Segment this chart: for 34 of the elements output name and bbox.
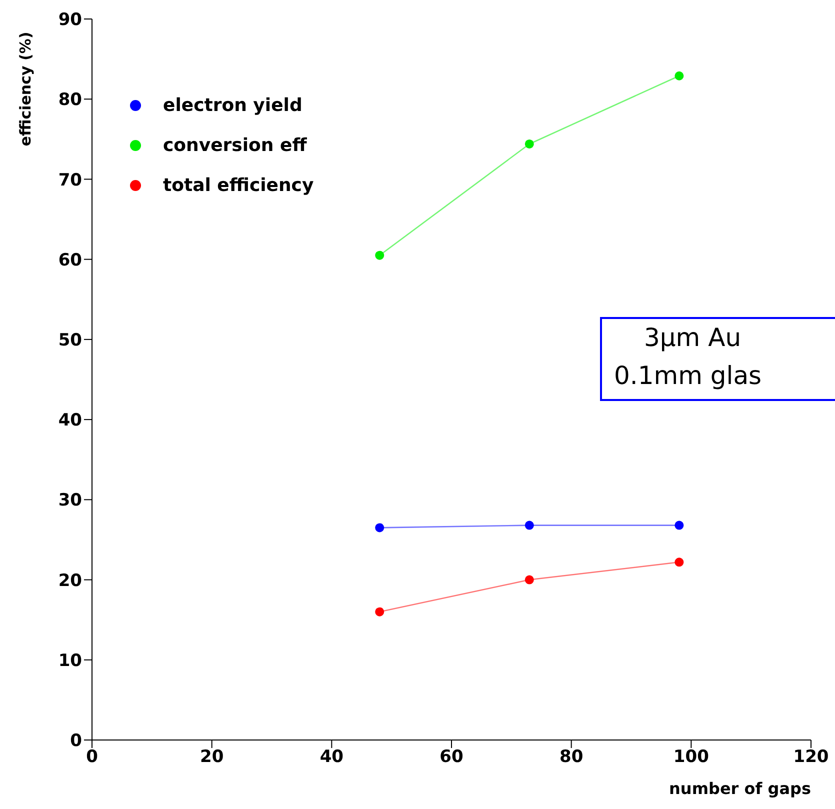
point [375,607,384,616]
point [524,520,534,530]
point [375,250,384,260]
y-tick-label: 80 [58,90,82,110]
annotation: 3µm Au [643,323,742,354]
x-tick-label: 60 [440,747,464,768]
y-tick-label: 50 [58,330,82,350]
legend-label: total efficiency [163,174,314,196]
point [674,71,684,80]
x-tick-label: 0 [86,747,98,768]
y-tick-label: 90 [58,10,82,30]
y-tick-label: 10 [58,650,82,671]
y-tick-label: 70 [58,170,82,190]
legend-label: electron yield [163,94,302,116]
x-tick-label: 80 [559,747,584,768]
point [524,575,534,584]
point [674,520,684,530]
y-axis-title: efficiency (%) [16,32,35,146]
point [524,139,534,148]
y-tick-label: 30 [58,490,82,511]
x-tick-label: 120 [793,747,829,768]
point [375,523,384,532]
x-tick-label: 40 [320,747,344,768]
note-box: 3µm Au 0.1mm glas [600,317,835,401]
y-tick-label: 0 [70,731,82,752]
annotation: 0.1mm glas [613,361,763,392]
y-tick-label: 40 [58,410,82,431]
legend-label: conversion eff [163,134,307,156]
x-tick-label: 20 [200,747,224,768]
y-tick-label: 60 [58,250,82,270]
point [674,558,684,567]
y-tick-label: 20 [58,570,82,591]
x-tick-label: 100 [673,747,710,768]
x-axis-title: number of gaps [669,779,811,798]
